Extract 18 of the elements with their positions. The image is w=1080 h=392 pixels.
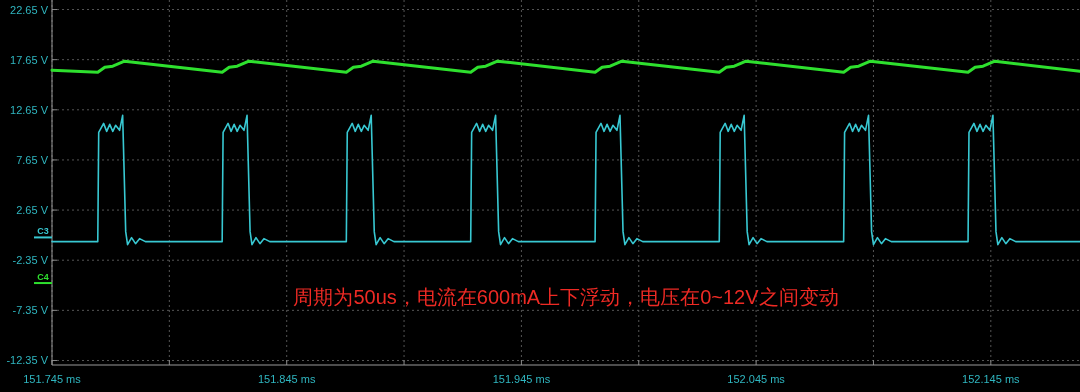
line-series: [51, 114, 1080, 246]
y-tick-label: -2.35 V: [12, 254, 49, 267]
x-tick-label: 152.145 ms: [962, 373, 1021, 385]
text: C3: [37, 226, 49, 237]
line-series: [50, 59, 1080, 74]
y-tick-label: 12.65 V: [10, 103, 49, 116]
y-tick-label: 17.65 V: [10, 53, 49, 66]
y-tick-label: 2.65 V: [16, 204, 49, 217]
y-tick-label: 22.65 V: [10, 3, 49, 16]
x-tick-label: 151.945 ms: [492, 373, 551, 385]
text: C4: [37, 272, 49, 283]
annotation: 周期为50us，电流在600mA上下浮动，电压在0~12V之间变动: [293, 286, 839, 308]
y-tick-label: -12.35 V: [6, 354, 49, 367]
y-tick-label: -7.35 V: [12, 304, 49, 317]
y-tick-label: 7.65 V: [16, 153, 49, 166]
x-tick-label: 151.845 ms: [257, 373, 316, 385]
x-tick-label: 152.045 ms: [727, 373, 786, 385]
x-tick-label: 151.745 ms: [23, 373, 82, 385]
